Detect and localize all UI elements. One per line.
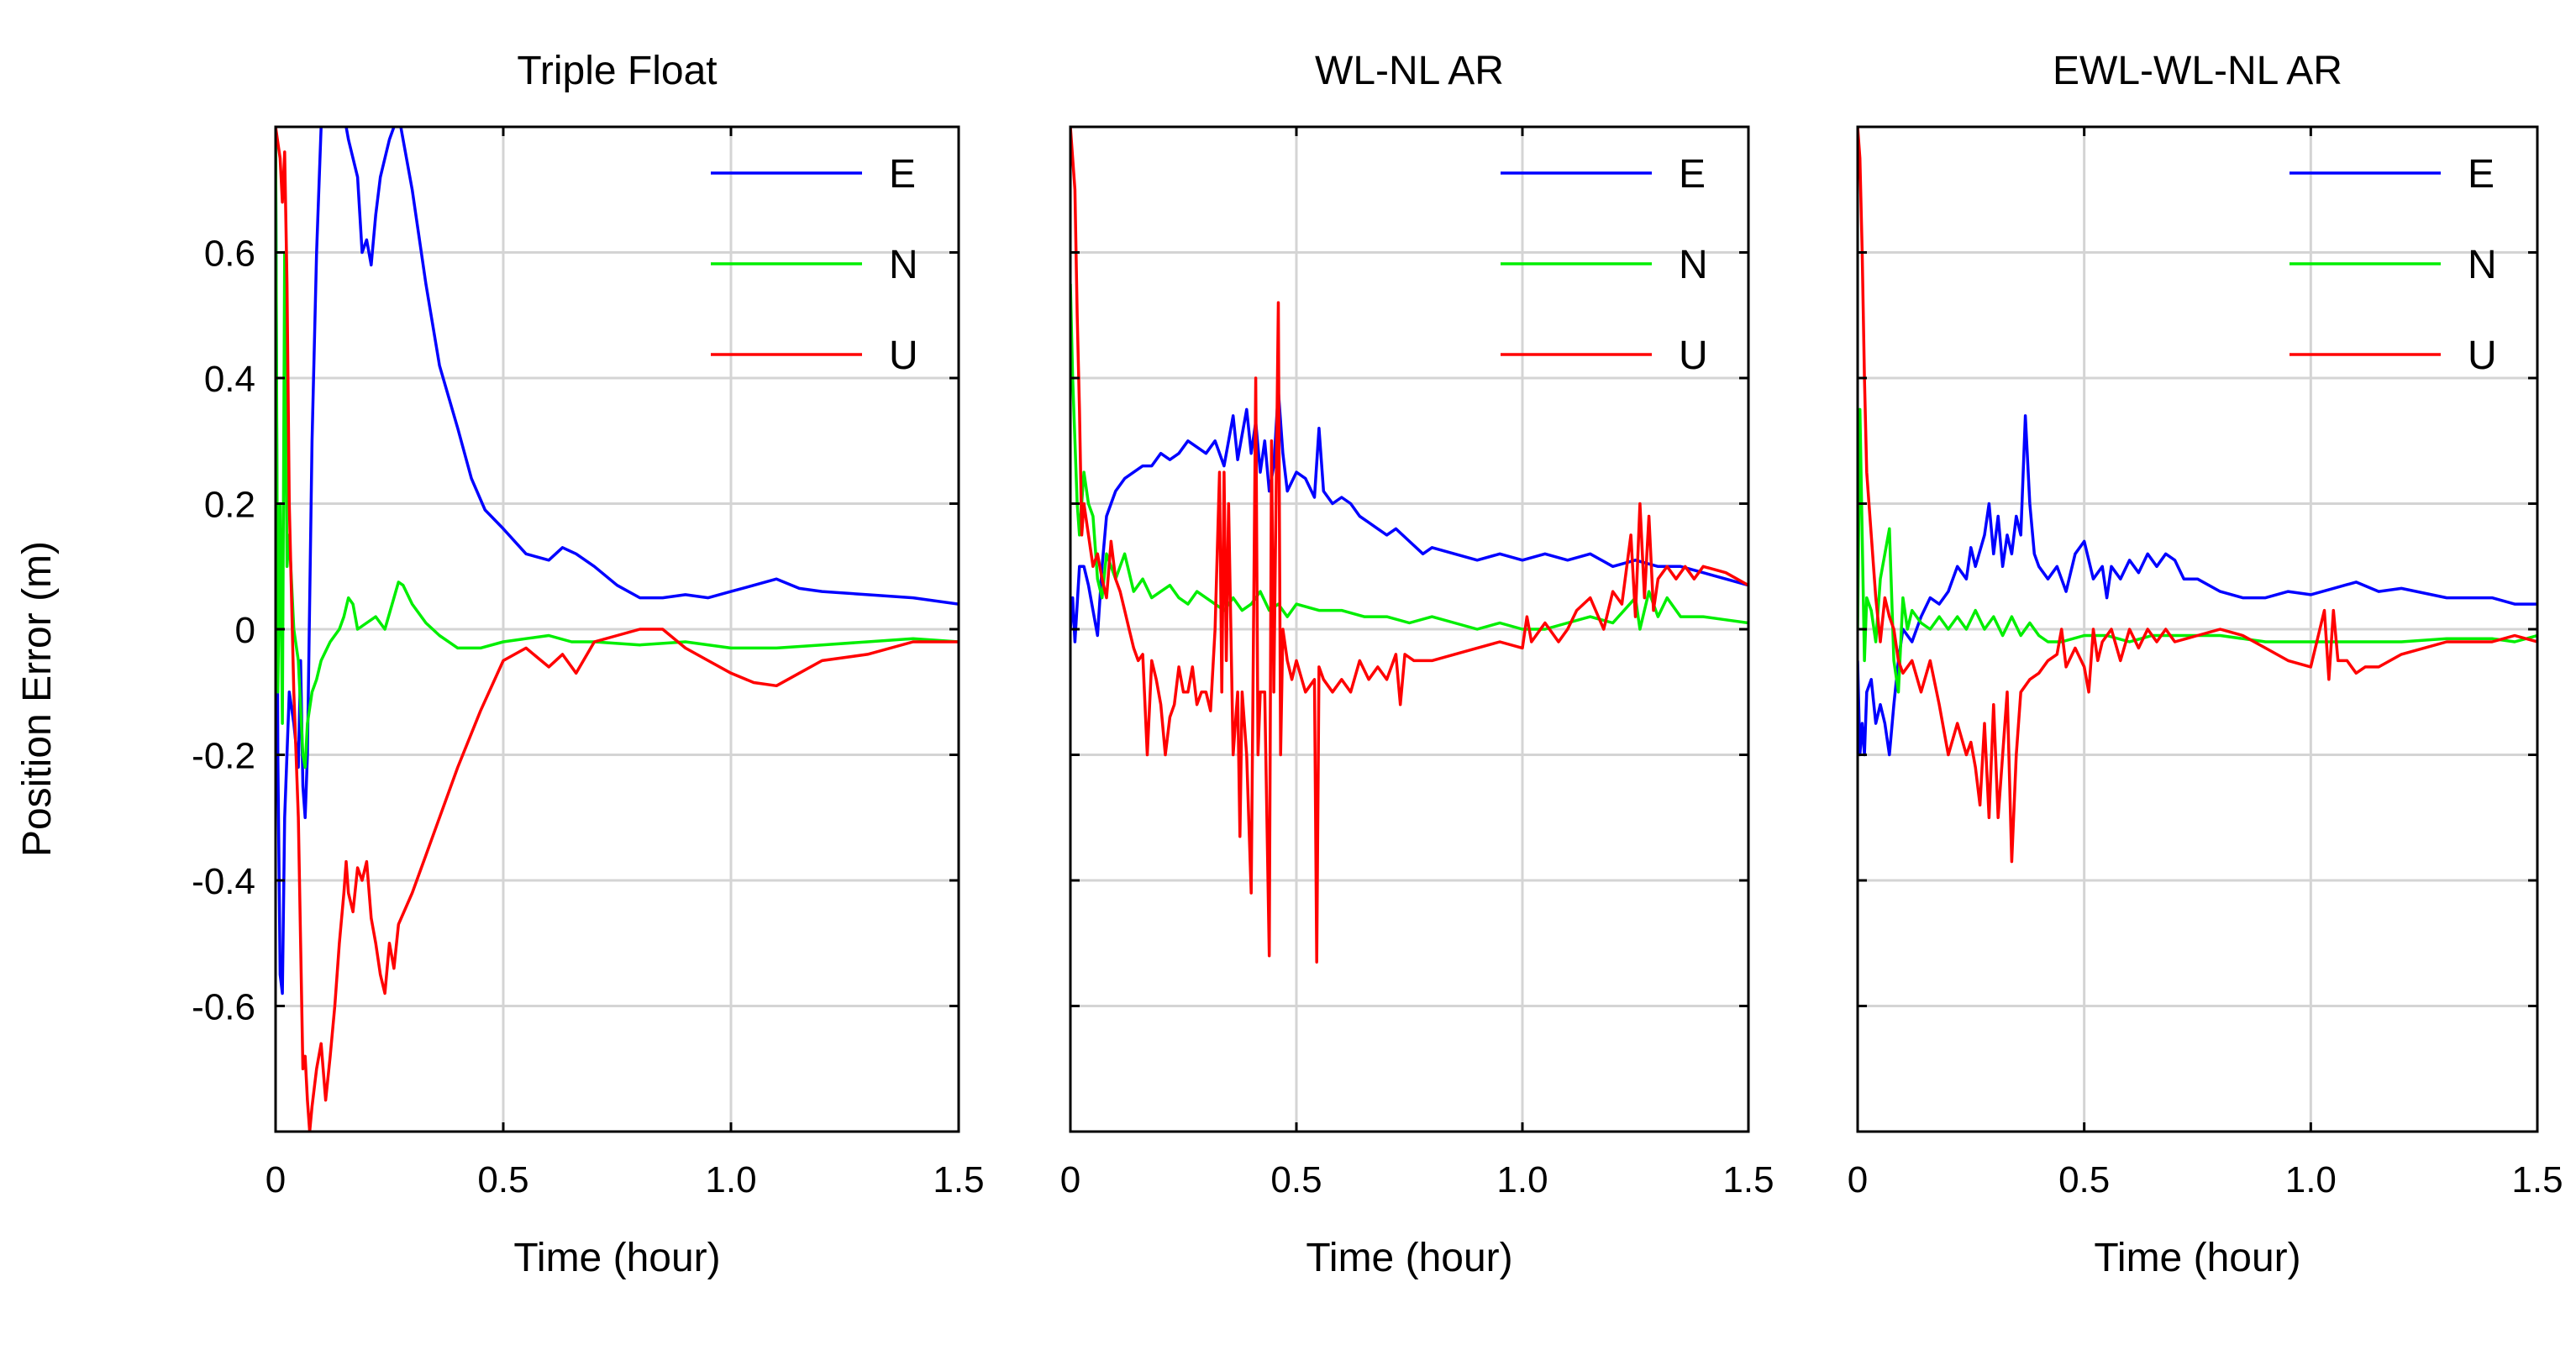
- x-tick-label: 0: [265, 1159, 286, 1200]
- x-axis-label: Time (hour): [2094, 1236, 2300, 1280]
- x-axis-label: Time (hour): [513, 1236, 720, 1280]
- y-tick-label: 0.4: [204, 359, 255, 400]
- x-tick-label: 1.5: [933, 1159, 984, 1200]
- y-tick-label: -0.2: [192, 736, 255, 777]
- x-tick-label: 1.0: [2285, 1159, 2337, 1200]
- chart-title: Triple Float: [517, 49, 717, 93]
- x-tick-label: 0.5: [477, 1159, 528, 1200]
- series-line-u: [1858, 127, 2537, 864]
- series-line-u: [1070, 127, 1748, 964]
- y-axis-label: Position Error (m): [15, 541, 60, 857]
- y-tick-label: -0.6: [192, 987, 255, 1028]
- legend-label-e: E: [2468, 152, 2495, 197]
- chart-title: WL-NL AR: [1315, 49, 1504, 93]
- legend-label-n: N: [889, 243, 918, 287]
- legend-label-u: U: [889, 334, 918, 378]
- x-tick-label: 1.0: [705, 1159, 756, 1200]
- legend-label-u: U: [2468, 334, 2497, 378]
- x-tick-label: 0: [1848, 1159, 1868, 1200]
- chart-panel-2: 0 0.5 1.0 1.5 WL-NL AR Time (hour) E N U: [1060, 49, 1774, 1280]
- chart-panel-1: 0 0.5 1.0 1.5 -0.6 -0.4 -0.2 0 0.2 0.4 0.6 Triple F…: [192, 49, 984, 1280]
- x-tick-label: 0.5: [2058, 1159, 2110, 1200]
- x-tick-label: 1.5: [1722, 1159, 1774, 1200]
- legend-label-e: E: [1679, 152, 1706, 197]
- legend-label-e: E: [889, 152, 916, 197]
- legend-label-u: U: [1679, 334, 1708, 378]
- x-axis-label: Time (hour): [1306, 1236, 1512, 1280]
- y-tick-label: -0.4: [192, 861, 255, 902]
- series-line-e: [1858, 414, 2537, 757]
- series-line-u: [276, 127, 959, 1132]
- y-tick-label: 0.6: [204, 234, 255, 275]
- x-tick-label: 0: [1060, 1159, 1080, 1200]
- legend-label-n: N: [1679, 243, 1708, 287]
- series-line-e: [276, 127, 959, 995]
- x-tick-label: 1.5: [2511, 1159, 2563, 1200]
- chart-panel-3: 0 0.5 1.0 1.5 EWL-WL-NL AR Time (hour) E N U: [1848, 49, 2563, 1280]
- x-tick-label: 1.0: [1496, 1159, 1548, 1200]
- series-line-n: [1858, 407, 2537, 694]
- series-line-n: [276, 127, 959, 770]
- chart-title: EWL-WL-NL AR: [2053, 49, 2342, 93]
- y-tick-label: 0.2: [204, 485, 255, 526]
- y-tick-label: 0: [235, 610, 255, 651]
- x-tick-label: 0.5: [1270, 1159, 1322, 1200]
- legend-label-n: N: [2468, 243, 2497, 287]
